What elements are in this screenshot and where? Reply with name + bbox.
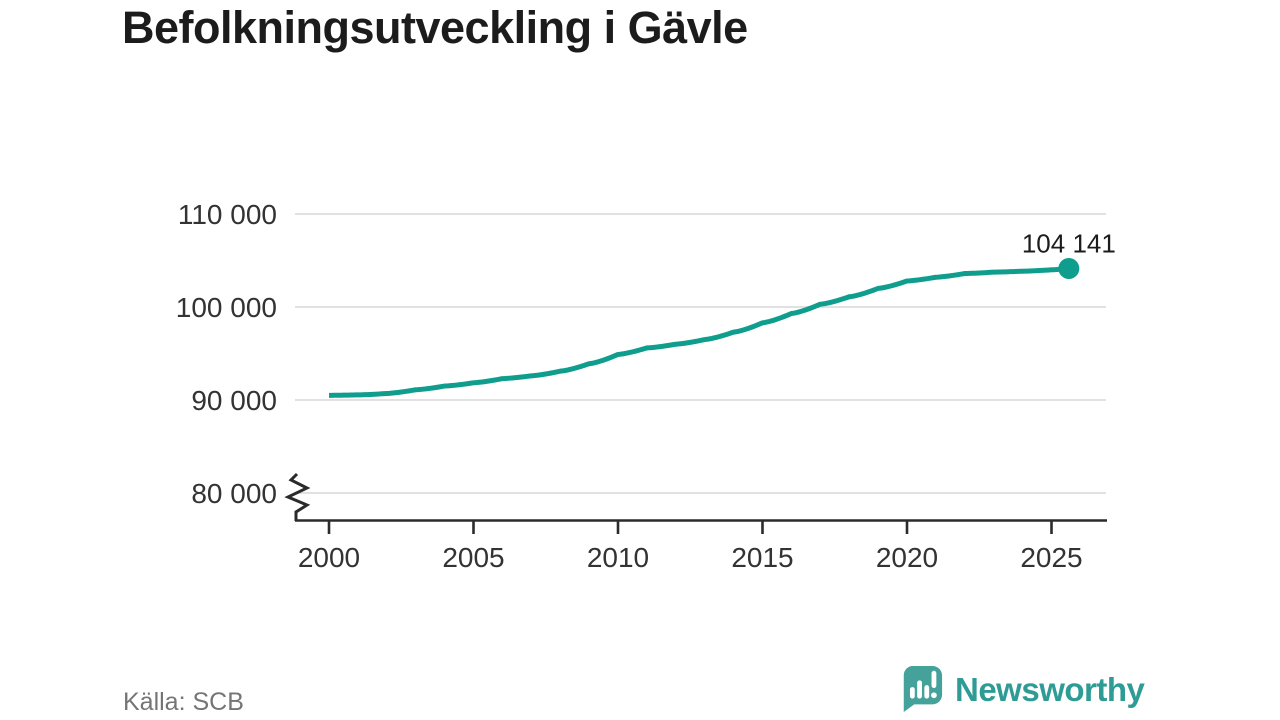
latest-value-label: 104 141 <box>1022 228 1116 258</box>
y-tick-label: 100 000 <box>176 292 277 323</box>
newsworthy-logo-icon <box>903 666 943 712</box>
logo-exclamation-dot <box>931 692 937 699</box>
logo-bar-2 <box>917 680 922 699</box>
logo-bar-1 <box>909 687 915 699</box>
x-tick-label: 2010 <box>587 542 649 573</box>
axis-break-icon <box>284 472 311 521</box>
x-tick-label: 2025 <box>1020 542 1082 573</box>
brand-name: Newsworthy <box>955 670 1145 708</box>
logo-bar-3 <box>924 685 930 699</box>
newsworthy-brand: Newsworthy <box>898 664 1145 714</box>
x-tick-label: 2015 <box>731 542 793 573</box>
x-tick-label: 2005 <box>442 542 504 573</box>
chart-title: Befolkningsutveckling i Gävle <box>122 2 748 53</box>
x-tick-label: 2000 <box>298 542 360 573</box>
y-tick-label: 80 000 <box>191 478 277 509</box>
source-label: Källa: SCB <box>123 688 244 716</box>
logo-bubble-shape <box>903 666 943 712</box>
logo-exclamation-bar <box>931 670 937 689</box>
y-tick-label: 110 000 <box>178 199 277 230</box>
y-tick-label: 90 000 <box>191 385 277 416</box>
population-line <box>328 266 1070 398</box>
population-line-chart: 80 000 90 000 100 000 110 000 2000 2005 2010 20… <box>176 199 1116 573</box>
latest-point-marker <box>1058 257 1080 279</box>
x-tick-label: 2020 <box>876 542 938 573</box>
